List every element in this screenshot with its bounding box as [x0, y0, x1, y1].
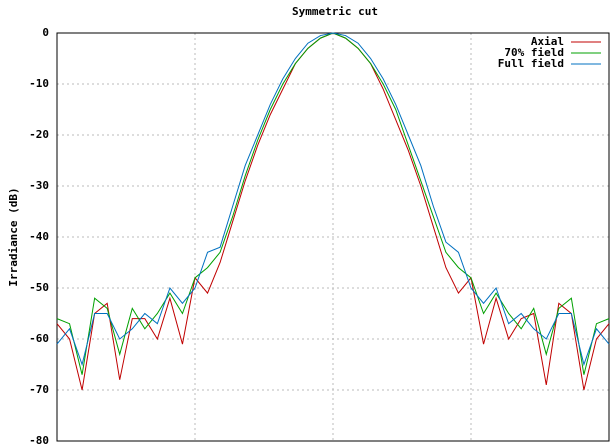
y-tick-label: -20 — [29, 128, 49, 141]
y-tick-label: -50 — [29, 281, 49, 294]
y-tick-label: -10 — [29, 77, 49, 90]
legend-label: Axial — [531, 35, 564, 48]
series-line — [56, 32, 610, 391]
y-tick-label: -30 — [29, 179, 49, 192]
y-tick-label: -80 — [29, 434, 49, 447]
series-line — [56, 32, 610, 367]
y-tick-label: -70 — [29, 383, 49, 396]
y-tick-label: -40 — [29, 230, 49, 243]
y-axis-label: Irradiance (dB) — [7, 187, 20, 286]
y-tick-label: 0 — [42, 26, 49, 39]
legend-label: Full field — [498, 57, 564, 70]
y-tick-label: -60 — [29, 332, 49, 345]
legend-label: 70% field — [504, 46, 564, 59]
chart-title: Symmetric cut — [292, 5, 378, 18]
